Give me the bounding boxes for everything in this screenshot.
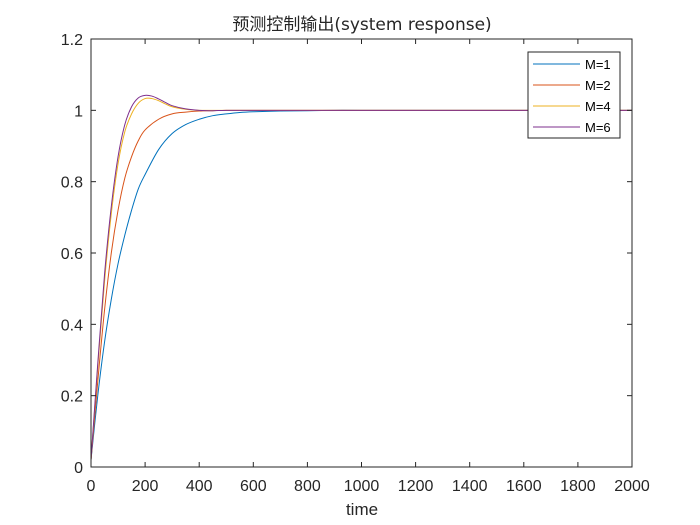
y-tick-label: 0	[74, 460, 83, 477]
legend-label: M=6	[585, 120, 611, 135]
legend-box	[527, 51, 621, 139]
x-tick-label: 1600	[506, 478, 542, 495]
y-tick-label: 0.2	[61, 389, 83, 406]
x-tick-label: 600	[240, 478, 267, 495]
x-tick-label: 0	[87, 478, 96, 495]
chart-title: 预测控制输出(system response)	[232, 15, 491, 35]
legend-label: M=2	[585, 78, 611, 93]
y-tick-label: 1	[74, 103, 83, 120]
x-axis-label: time	[346, 500, 378, 519]
x-tick-label: 400	[186, 478, 213, 495]
y-tick-label: 0.8	[61, 175, 83, 192]
x-tick-label: 1000	[344, 478, 380, 495]
x-tick-label: 1200	[398, 478, 434, 495]
x-axis: 0 200 400 600 800 1000 1200 1400 1600 1800 2000	[87, 39, 650, 495]
legend: M=1 M=2 M=4 M=6	[527, 51, 621, 139]
y-tick-label: 0.4	[61, 317, 83, 334]
x-tick-label: 800	[294, 478, 321, 495]
legend-label: M=1	[585, 57, 611, 72]
series-line-m6	[90, 94, 632, 460]
series-layer	[90, 94, 632, 460]
y-axis: 0 0.2 0.4 0.6 0.8 1 1.2	[61, 32, 632, 477]
x-tick-label: 200	[132, 478, 159, 495]
x-tick-label: 1800	[560, 478, 596, 495]
y-tick-label: 0.6	[61, 246, 83, 263]
legend-label: M=4	[585, 99, 611, 114]
y-tick-label: 1.2	[61, 32, 83, 49]
x-tick-label: 2000	[614, 478, 650, 495]
x-tick-label: 1400	[452, 478, 488, 495]
